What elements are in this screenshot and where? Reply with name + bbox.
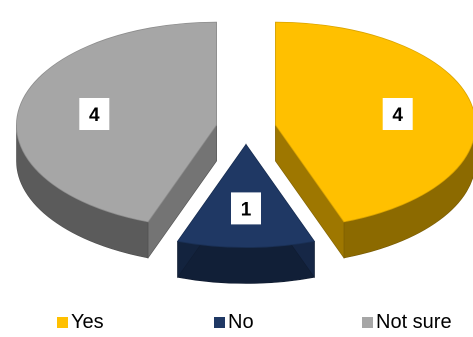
data-label-box-no [231,192,261,225]
legend-item-not-sure: Not sure [362,311,452,334]
data-label-yes: 4 [382,98,413,130]
legend-item-no: No [214,311,254,334]
legend-item-yes: Yes [57,311,104,334]
legend: Yes No Not sure [0,311,473,337]
legend-swatch-not-sure [362,317,373,328]
pie-chart: 4 4 1 [16,21,473,284]
data-label-value-yes: 4 [392,105,403,126]
data-label-no: 1 [231,192,261,225]
legend-label-no: No [228,311,254,333]
data-label-value-not-sure: 4 [89,105,100,126]
data-label-box-not-sure [79,98,110,130]
data-label-not-sure: 4 [79,98,110,130]
data-label-value-no: 1 [241,199,252,220]
pie-slice-tops [16,21,473,248]
legend-label-not-sure: Not sure [376,311,452,333]
data-labels: 4 4 1 [79,98,413,225]
data-label-box-yes [382,98,413,130]
pie-slice-not-sure [16,21,217,223]
legend-swatch-no [214,317,225,328]
legend-swatch-yes [57,317,68,328]
legend-label-yes: Yes [71,311,104,333]
